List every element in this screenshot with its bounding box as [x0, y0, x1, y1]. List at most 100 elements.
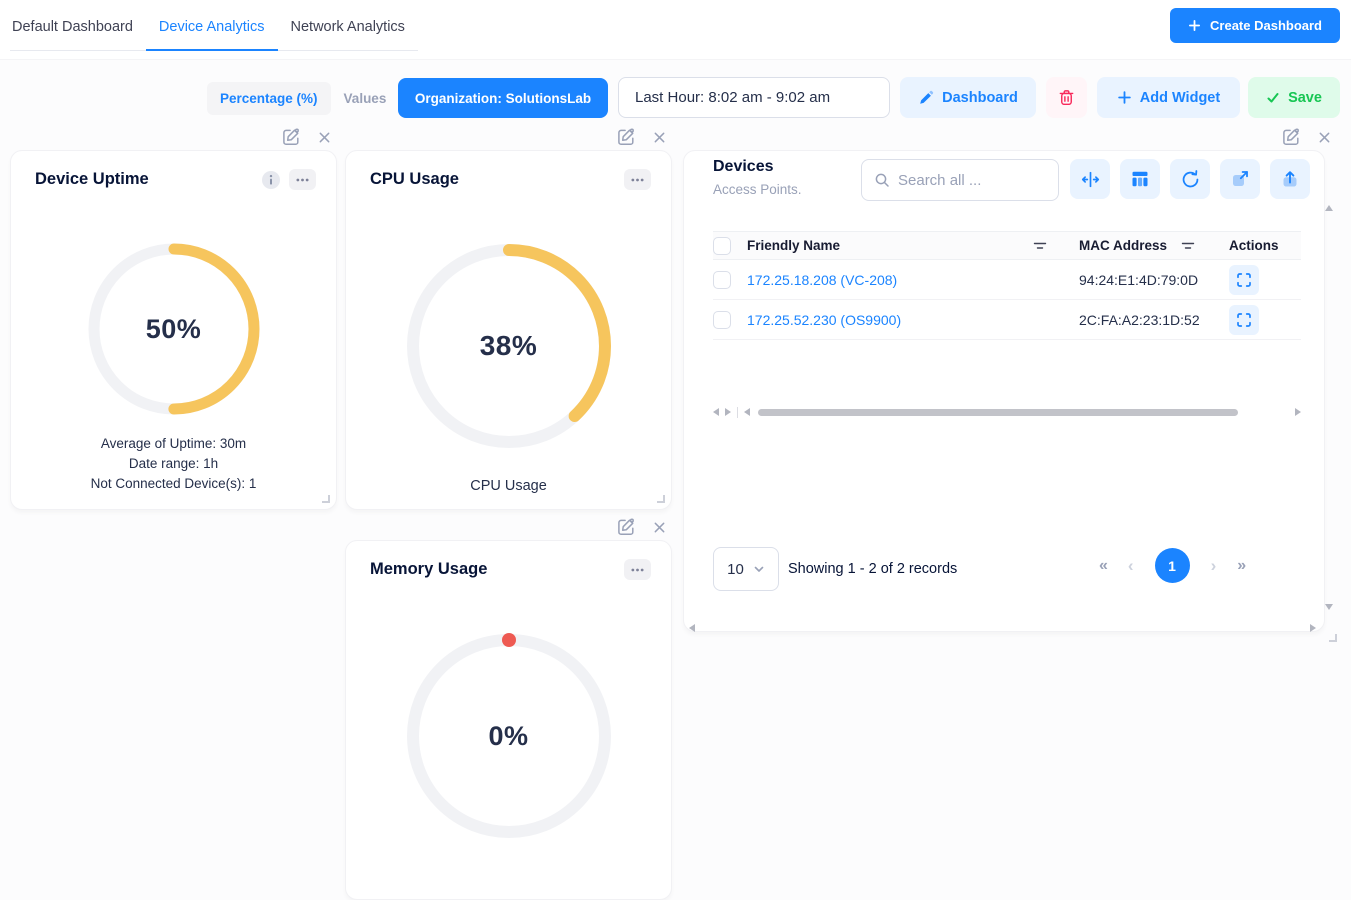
- page-size-value: 10: [727, 560, 744, 578]
- dashboard-tabs: Default Dashboard Device Analytics Netwo…: [10, 0, 418, 51]
- prev-page-button[interactable]: ‹: [1127, 555, 1134, 575]
- records-summary: Showing 1 - 2 of 2 records: [788, 561, 958, 577]
- mac-address-value: 94:24:E1:4D:79:0D: [1079, 271, 1199, 288]
- cpu-usage-widget: CPU Usage 38% CPU Usage: [345, 150, 672, 510]
- expand-icon: [1236, 272, 1252, 288]
- resize-handle[interactable]: [657, 495, 665, 503]
- column-resize-button[interactable]: [1070, 159, 1110, 199]
- mac-address-value: 2C:FA:A2:23:1D:52: [1079, 311, 1200, 328]
- widget-title: CPU Usage: [370, 170, 459, 188]
- add-widget-button[interactable]: Add Widget: [1097, 77, 1240, 118]
- devices-title: Devices: [713, 158, 774, 175]
- filter-icon[interactable]: [1033, 240, 1047, 252]
- save-button[interactable]: Save: [1248, 77, 1340, 118]
- columns-button[interactable]: [1120, 159, 1160, 199]
- resize-handle[interactable]: [1329, 634, 1337, 642]
- search-box: [861, 159, 1097, 201]
- percentage-toggle[interactable]: Percentage (%): [207, 81, 331, 115]
- resize-handle[interactable]: [322, 495, 330, 503]
- scrollbar-thumb[interactable]: [758, 408, 1238, 416]
- scroll-left-icon[interactable]: [713, 408, 719, 416]
- cpu-widget-controls: [616, 127, 666, 147]
- scroll-right-icon[interactable]: [725, 408, 731, 416]
- gauge-series-label: CPU Usage: [470, 478, 547, 494]
- upload-button[interactable]: [1270, 159, 1310, 199]
- next-page-button[interactable]: ›: [1210, 555, 1217, 575]
- close-icon[interactable]: [1318, 131, 1331, 144]
- panel-scroll-left-icon[interactable]: [689, 624, 695, 632]
- plus-icon: [1117, 90, 1132, 105]
- tab-device-analytics[interactable]: Device Analytics: [145, 0, 278, 51]
- close-icon[interactable]: [653, 131, 666, 144]
- edit-icon[interactable]: [616, 127, 636, 147]
- column-resize-icon: [1080, 169, 1101, 190]
- table-toolbar: [1070, 159, 1310, 199]
- check-icon: [1266, 91, 1280, 105]
- expand-row-button[interactable]: [1229, 264, 1259, 295]
- organization-button[interactable]: Organization: SolutionsLab: [398, 78, 608, 118]
- table-row: 172.25.52.230 (OS9900) 2C:FA:A2:23:1D:52: [713, 300, 1301, 340]
- current-page-button[interactable]: 1: [1154, 548, 1190, 583]
- filter-icon[interactable]: [1181, 240, 1195, 252]
- refresh-button[interactable]: [1170, 159, 1210, 199]
- ellipsis-menu-icon[interactable]: [624, 169, 651, 190]
- scrollbar-track[interactable]: [756, 405, 1289, 419]
- chevron-down-icon: [753, 563, 765, 575]
- table-header-row: Friendly Name MAC Address Actions: [713, 231, 1301, 260]
- memory-usage-gauge: 0%: [405, 632, 613, 840]
- ellipsis-menu-icon[interactable]: [289, 169, 316, 190]
- unit-toggle: Percentage (%) Values: [207, 78, 412, 118]
- last-page-button[interactable]: »: [1237, 556, 1246, 574]
- dashboard-button[interactable]: Dashboard: [900, 77, 1036, 118]
- scrollbar-divider: [737, 406, 738, 418]
- edit-icon[interactable]: [1281, 127, 1301, 147]
- column-header-friendly-name[interactable]: Friendly Name: [747, 238, 841, 253]
- create-dashboard-label: Create Dashboard: [1210, 18, 1322, 33]
- expand-icon: [1236, 312, 1252, 328]
- gauge-value-label: 38%: [479, 330, 538, 361]
- page-size-select[interactable]: 10: [713, 547, 779, 591]
- devices-table-widget: Devices Access Points. Friendly Name: [683, 150, 1333, 632]
- panel-scroll-up-icon[interactable]: [1325, 205, 1333, 211]
- device-link[interactable]: 172.25.52.230 (OS9900): [747, 311, 902, 328]
- refresh-icon: [1180, 169, 1201, 190]
- top-navigation-bar: Default Dashboard Device Analytics Netwo…: [0, 0, 1351, 60]
- delete-dashboard-button[interactable]: [1046, 77, 1087, 118]
- row-checkbox[interactable]: [713, 310, 731, 329]
- plus-icon: [1188, 19, 1201, 32]
- trash-icon: [1057, 88, 1076, 107]
- panel-scroll-right-icon[interactable]: [1310, 624, 1316, 632]
- open-external-button[interactable]: [1220, 159, 1260, 199]
- gauge-annotations: Average of Uptime: 30m Date range: 1h No…: [11, 434, 336, 494]
- select-all-checkbox[interactable]: [713, 236, 731, 255]
- close-icon[interactable]: [318, 131, 331, 144]
- columns-icon: [1130, 169, 1150, 189]
- annotation-line: Date range: 1h: [128, 456, 219, 471]
- row-checkbox[interactable]: [713, 270, 731, 289]
- pagination-nav: « ‹ 1 › »: [1099, 548, 1246, 583]
- column-header-mac-address[interactable]: MAC Address: [1079, 238, 1168, 253]
- open-external-icon: [1230, 169, 1250, 189]
- time-range-input[interactable]: [618, 77, 890, 118]
- first-page-button[interactable]: «: [1099, 556, 1108, 574]
- device-uptime-widget: Device Uptime 50% Average of Uptime: 30m…: [10, 150, 337, 510]
- edit-icon[interactable]: [281, 127, 301, 147]
- close-icon[interactable]: [653, 521, 666, 534]
- device-uptime-gauge: 50%: [86, 241, 262, 417]
- table-horizontal-scrollbar: [713, 405, 1301, 419]
- tab-network-analytics[interactable]: Network Analytics: [290, 19, 405, 35]
- panel-scroll-down-icon[interactable]: [1325, 604, 1333, 610]
- device-link[interactable]: 172.25.18.208 (VC-208): [747, 271, 898, 288]
- create-dashboard-button[interactable]: Create Dashboard: [1170, 8, 1340, 43]
- search-input[interactable]: [898, 171, 1097, 189]
- info-icon[interactable]: [261, 170, 281, 190]
- ellipsis-menu-icon[interactable]: [624, 559, 651, 580]
- tab-default-dashboard[interactable]: Default Dashboard: [12, 19, 133, 35]
- edit-icon[interactable]: [616, 517, 636, 537]
- values-toggle[interactable]: Values: [343, 90, 387, 106]
- devices-subtitle: Access Points.: [713, 182, 802, 197]
- scroll-left-icon[interactable]: [744, 408, 750, 416]
- expand-row-button[interactable]: [1229, 304, 1259, 335]
- scroll-right-icon[interactable]: [1295, 408, 1301, 416]
